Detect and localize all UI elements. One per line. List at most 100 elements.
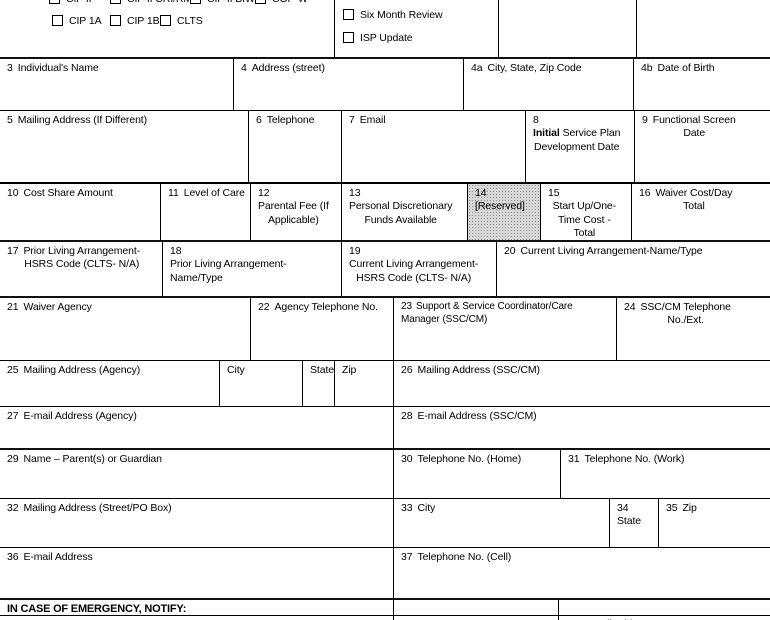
field-number: 37 bbox=[401, 551, 413, 563]
field-6-telephone[interactable]: 6 Telephone bbox=[248, 111, 341, 182]
field-31-telephone-work[interactable]: 31 Telephone No. (Work) bbox=[560, 450, 770, 498]
checkbox-icon[interactable] bbox=[110, 14, 121, 26]
field-25-state[interactable]: State bbox=[302, 361, 334, 406]
field-25-mailing-address-agency[interactable]: 25 Mailing Address (Agency) bbox=[0, 361, 219, 406]
field-number: 34 bbox=[617, 502, 629, 514]
checkbox-label: COP-W bbox=[272, 0, 308, 5]
field-30-telephone-home[interactable]: 30 Telephone No. (Home) bbox=[393, 450, 560, 498]
field-25-city[interactable]: City bbox=[219, 361, 302, 406]
field-number: 3 bbox=[7, 62, 13, 74]
checkbox-icon[interactable] bbox=[52, 14, 63, 26]
field-23-ssc-cm[interactable]: 23 Support & Service Coordinator/Care Man… bbox=[393, 298, 616, 360]
field-15-start-up-one-time-cost[interactable]: 15Start Up/One- Time Cost -Total bbox=[540, 184, 631, 240]
field-label: Waiver Agency bbox=[23, 301, 92, 313]
field-33-city[interactable]: 33 City bbox=[393, 499, 609, 547]
checkbox-icon[interactable] bbox=[49, 0, 60, 4]
field-34-state[interactable]: 34State bbox=[609, 499, 658, 547]
field-13-personal-discretionary-funds[interactable]: 13Personal Discretionary Funds Available bbox=[341, 184, 467, 240]
field-11-level-of-care[interactable]: 11 Level of Care bbox=[160, 184, 250, 240]
checkbox-cip-ii-biw[interactable]: CIP II BIW bbox=[190, 0, 255, 6]
row-living-arrangement: 17 Prior Living Arrangement- HSRS Code (C… bbox=[0, 240, 770, 296]
field-label: Cost Share Amount bbox=[23, 187, 113, 199]
field-20-current-living-name-type[interactable]: 20 Current Living Arrangement-Name/Type bbox=[496, 242, 770, 296]
field-number: 16 bbox=[639, 187, 651, 199]
field-3-individuals-name[interactable]: 3 Individual's Name bbox=[0, 59, 233, 110]
field-label: Telephone bbox=[266, 114, 315, 126]
row-agency-mailing: 25 Mailing Address (Agency) City State Zi… bbox=[0, 360, 770, 406]
field-number: 11 bbox=[168, 187, 179, 199]
checkbox-cop-w[interactable]: COP-W bbox=[255, 0, 308, 6]
checkbox-label: CLTS bbox=[177, 15, 203, 27]
checkbox-isp-update[interactable]: ISP Update bbox=[343, 31, 413, 45]
checkbox-icon[interactable] bbox=[110, 0, 121, 4]
field-9-functional-screen-date[interactable]: 9 Functional Screen Date bbox=[634, 111, 770, 182]
field-22-agency-telephone[interactable]: 22 Agency Telephone No. bbox=[250, 298, 393, 360]
field-7-email[interactable]: 7 Email bbox=[341, 111, 525, 182]
checkbox-cip-1a[interactable]: CIP 1A bbox=[52, 14, 102, 28]
field-label-bold: Initial bbox=[533, 127, 560, 140]
field-4-address-street[interactable]: 4 Address (street) bbox=[233, 59, 463, 110]
checkbox-clts[interactable]: CLTS bbox=[160, 14, 203, 28]
field-label: Zip bbox=[342, 364, 357, 376]
field-35-zip[interactable]: 35 Zip bbox=[658, 499, 770, 547]
emergency-header-spacer bbox=[558, 600, 770, 615]
checkbox-icon[interactable] bbox=[343, 8, 354, 20]
field-27-email-agency[interactable]: 27 E-mail Address (Agency) bbox=[0, 407, 393, 448]
field-8-initial-service-plan-date[interactable]: 8Initial Service Plan Development Date bbox=[525, 111, 634, 182]
field-4b-date-of-birth[interactable]: 4b Date of Birth bbox=[633, 59, 770, 110]
field-label: Telephone No. (Home) bbox=[417, 453, 522, 465]
field-21-waiver-agency[interactable]: 21 Waiver Agency bbox=[0, 298, 250, 360]
field-number: 36 bbox=[7, 551, 19, 563]
field-29-parent-guardian-name[interactable]: 29 Name – Parent(s) or Guardian bbox=[0, 450, 393, 498]
checkbox-icon[interactable] bbox=[190, 0, 201, 4]
checkbox-six-month-review[interactable]: Six Month Review bbox=[343, 8, 443, 22]
field-16-waiver-cost-day-total[interactable]: 16 Waiver Cost/Day Total bbox=[631, 184, 770, 240]
field-label: [Reserved] bbox=[475, 200, 525, 213]
field-17-prior-living-hsrs-code[interactable]: 17 Prior Living Arrangement- HSRS Code (C… bbox=[0, 242, 162, 296]
field-label: E-mail Address bbox=[23, 551, 93, 563]
row-parent-guardian: 29 Name – Parent(s) or Guardian 30 Telepho… bbox=[0, 448, 770, 498]
field-28-email-ssc-cm[interactable]: 28 E-mail Address (SSC/CM) bbox=[393, 407, 770, 448]
field-25-zip[interactable]: Zip bbox=[334, 361, 393, 406]
field-label: Personal Discretionary Funds Available bbox=[349, 200, 453, 226]
field-10-cost-share-amount[interactable]: 10 Cost Share Amount bbox=[0, 184, 160, 240]
row-parent-email-cell: 36 E-mail Address 37 Telephone No. (Cell) bbox=[0, 547, 770, 598]
field-label: Prior Living Arrangement-Name/Type bbox=[170, 258, 287, 284]
field-number: 19 bbox=[349, 245, 361, 257]
field-40-emergency-email[interactable]: 40 E-mail Address bbox=[558, 616, 770, 620]
field-number: 20 bbox=[504, 245, 516, 257]
field-label: Prior Living Arrangement- HSRS Code (CLT… bbox=[23, 245, 141, 271]
checkbox-icon[interactable] bbox=[343, 31, 354, 43]
field-label: Email bbox=[359, 114, 386, 126]
field-36-email-address[interactable]: 36 E-mail Address bbox=[0, 548, 393, 598]
field-number: 28 bbox=[401, 410, 413, 422]
field-38-emergency-name[interactable]: 38 Name bbox=[0, 616, 393, 620]
field-number: 18 bbox=[170, 245, 182, 257]
field-label: Mailing Address (Agency) bbox=[23, 364, 141, 376]
checkbox-cip-ii-cri-rmp[interactable]: CIP II CRI/RMP bbox=[110, 0, 199, 6]
row-emails: 27 E-mail Address (Agency) 28 E-mail Addre… bbox=[0, 406, 770, 448]
field-label: Name bbox=[23, 618, 51, 620]
field-26-mailing-address-ssc-cm[interactable]: 26 Mailing Address (SSC/CM) bbox=[393, 361, 770, 406]
field-39-emergency-telephone[interactable]: 39Telephone (Preferred/Primary Number) bbox=[393, 616, 558, 620]
checkbox-icon[interactable] bbox=[160, 14, 171, 26]
field-5-mailing-address[interactable]: 5 Mailing Address (If Different) bbox=[0, 111, 248, 182]
field-24-ssc-cm-telephone[interactable]: 24 SSC/CM Telephone No./Ext. bbox=[616, 298, 770, 360]
field-19-current-living-hsrs-code[interactable]: 19Current Living Arrangement- HSRS Code … bbox=[341, 242, 496, 296]
checkbox-cip-1b[interactable]: CIP 1B bbox=[110, 14, 160, 28]
field-number: 31 bbox=[568, 453, 580, 465]
field-18-prior-living-name-type[interactable]: 18Prior Living Arrangement-Name/Type bbox=[162, 242, 341, 296]
field-number: 5 bbox=[7, 114, 13, 126]
field-label: Mailing Address (SSC/CM) bbox=[417, 364, 540, 376]
field-number: 35 bbox=[666, 502, 678, 514]
field-number: 17 bbox=[7, 245, 19, 257]
field-4a-city-state-zip[interactable]: 4a City, State, Zip Code bbox=[463, 59, 633, 110]
field-label: E-mail Address (Agency) bbox=[23, 410, 137, 422]
checkbox-icon[interactable] bbox=[255, 0, 266, 4]
field-number: 40 bbox=[566, 618, 578, 620]
field-37-telephone-cell[interactable]: 37 Telephone No. (Cell) bbox=[393, 548, 770, 598]
checkbox-cip-ii[interactable]: CIP II bbox=[49, 0, 92, 6]
field-32-mailing-address[interactable]: 32 Mailing Address (Street/PO Box) bbox=[0, 499, 393, 547]
field-12-parental-fee[interactable]: 12Parental Fee (If Applicable) bbox=[250, 184, 341, 240]
row-mailing-telephone: 5 Mailing Address (If Different) 6 Telepho… bbox=[0, 110, 770, 182]
